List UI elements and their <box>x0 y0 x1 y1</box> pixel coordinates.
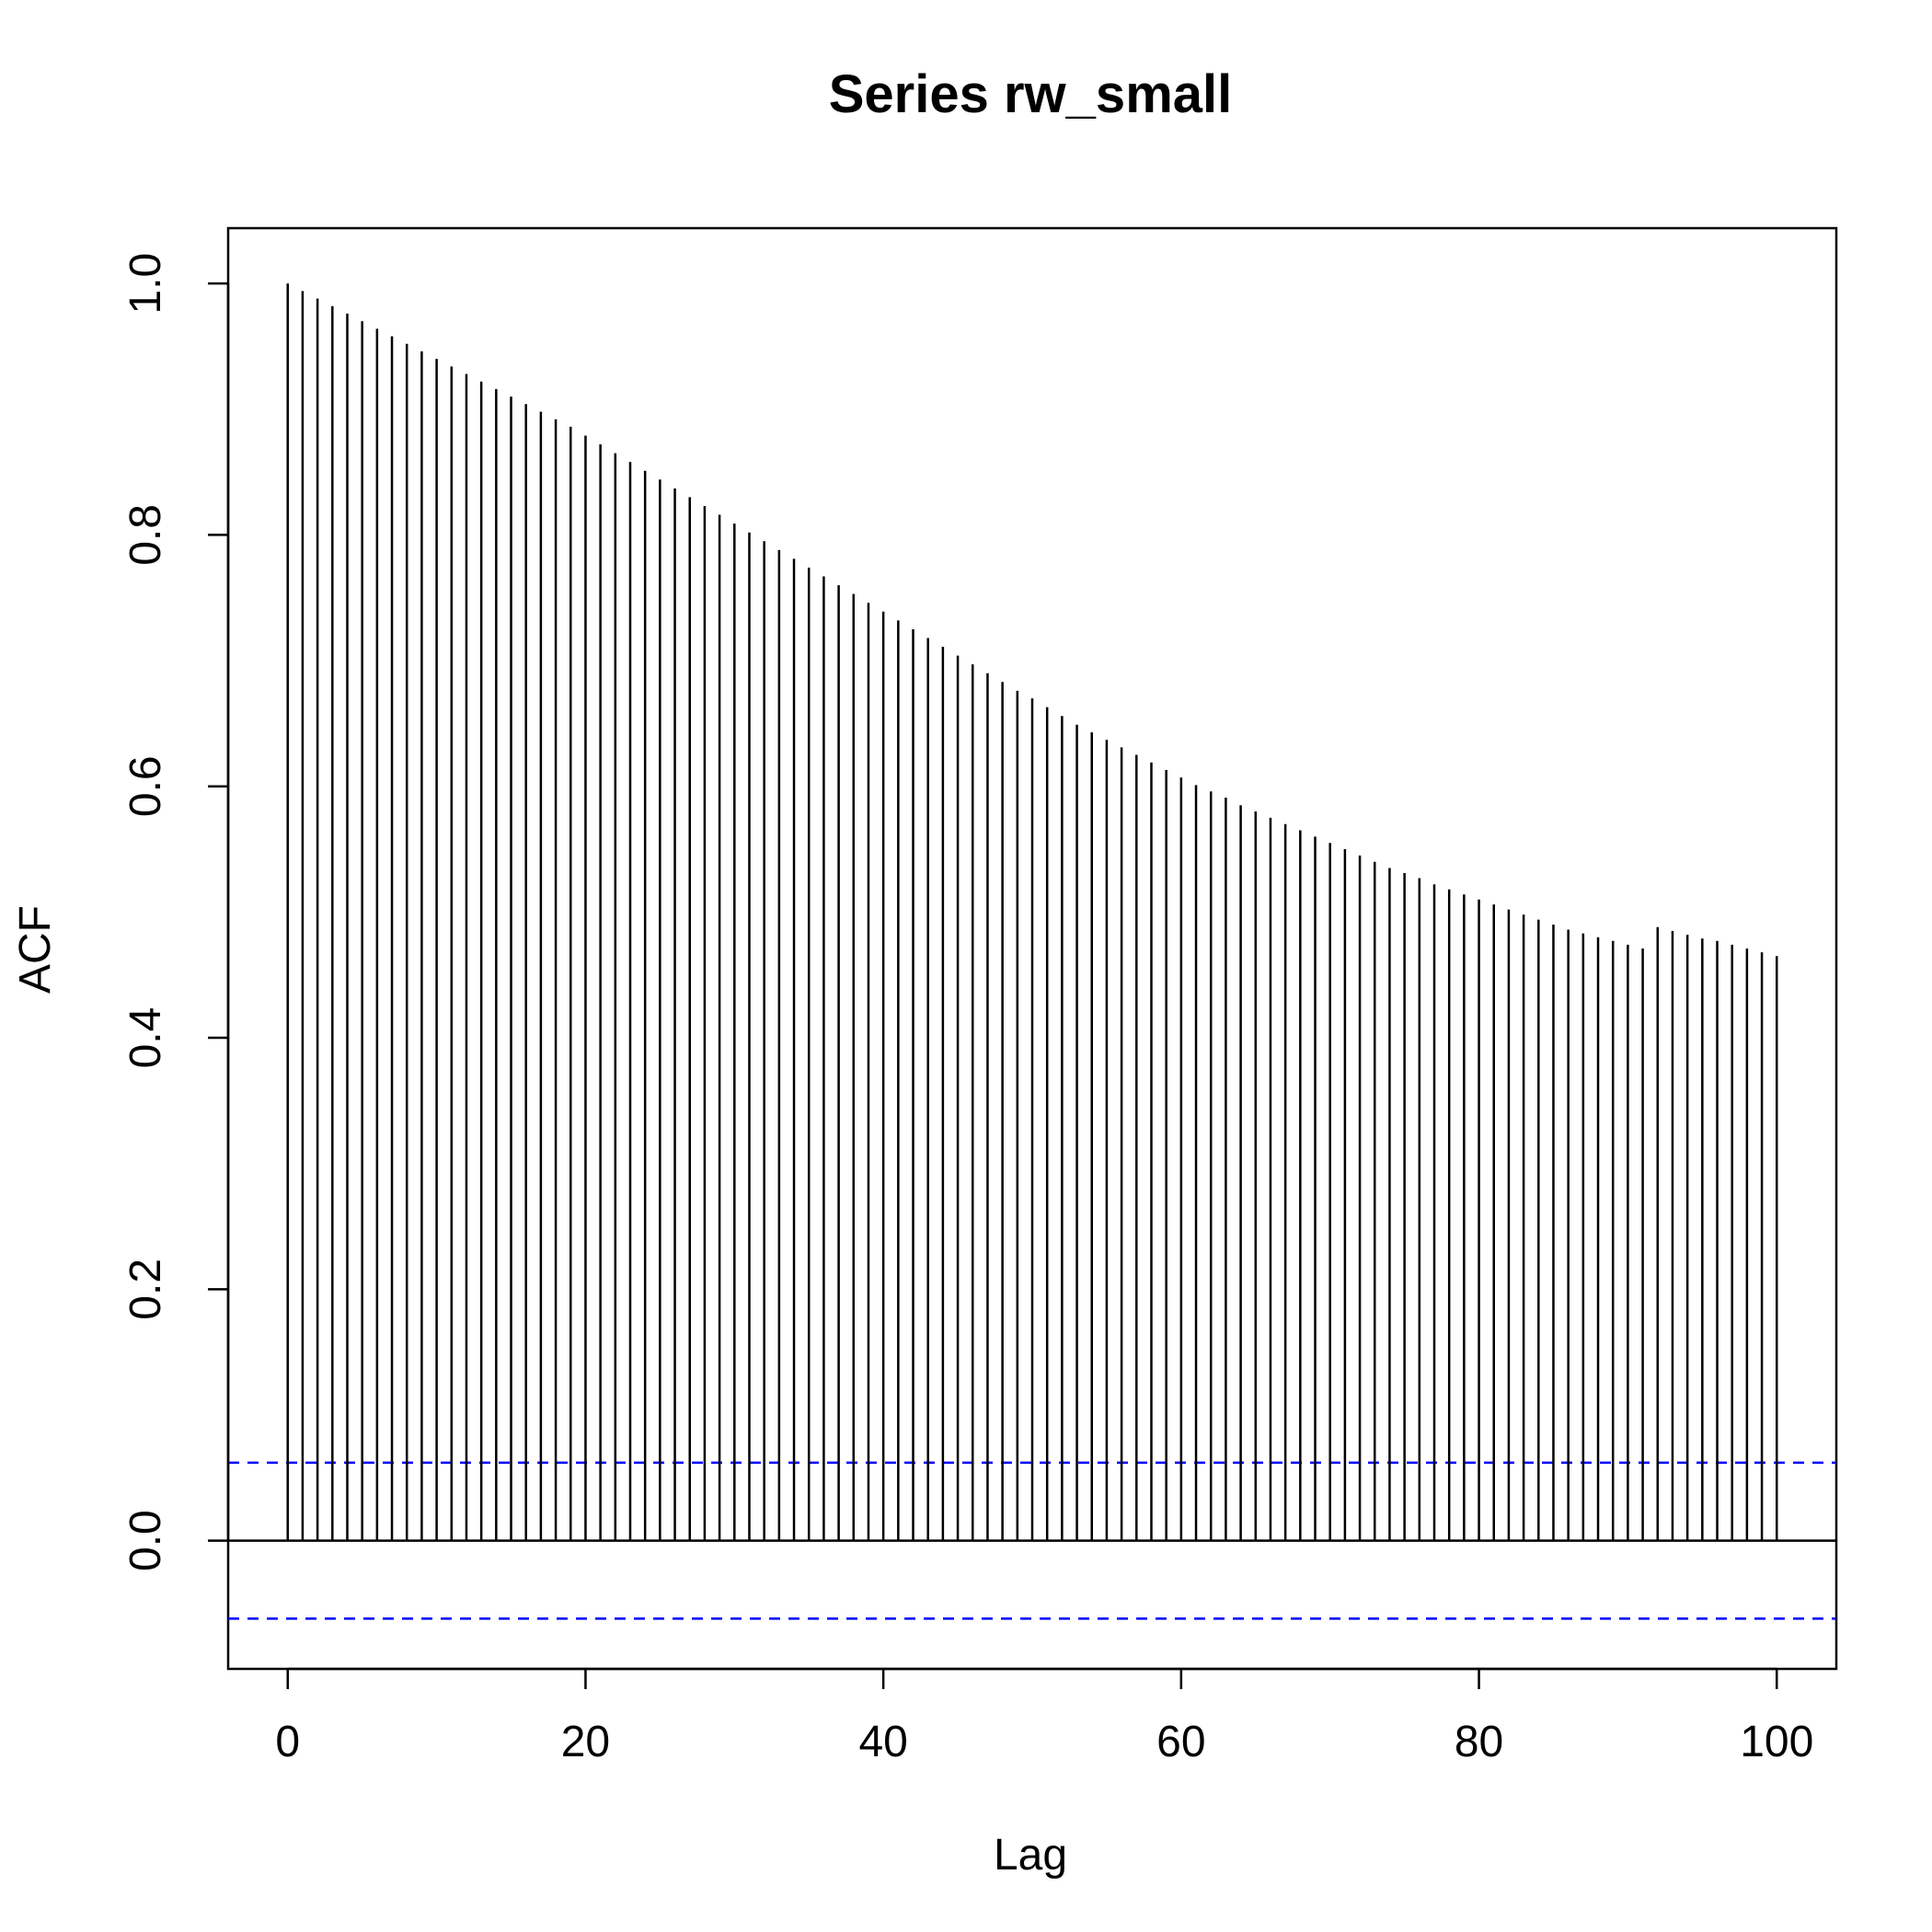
y-tick-label: 0.0 <box>121 1510 170 1571</box>
y-tick-label: 0.2 <box>121 1259 170 1320</box>
y-tick-label: 0.6 <box>121 755 170 817</box>
y-axis-label: ACF <box>11 905 60 994</box>
y-tick-label: 1.0 <box>121 253 170 315</box>
y-tick-label: 0.4 <box>121 1007 170 1069</box>
x-tick-label: 100 <box>1740 1718 1813 1766</box>
x-tick-label: 0 <box>275 1718 300 1766</box>
x-axis-label: Lag <box>994 1831 1067 1880</box>
x-tick-label: 80 <box>1455 1718 1503 1766</box>
x-tick-label: 40 <box>858 1718 907 1766</box>
y-tick-label: 0.8 <box>121 504 170 566</box>
x-tick-label: 20 <box>561 1718 610 1766</box>
chart-title: Series rw_small <box>829 64 1233 124</box>
plot-area: 0 20 40 60 80 100 0.0 0.2 0.4 0.6 0.8 1.0 <box>121 226 1838 1766</box>
x-tick-label: 60 <box>1156 1718 1205 1766</box>
